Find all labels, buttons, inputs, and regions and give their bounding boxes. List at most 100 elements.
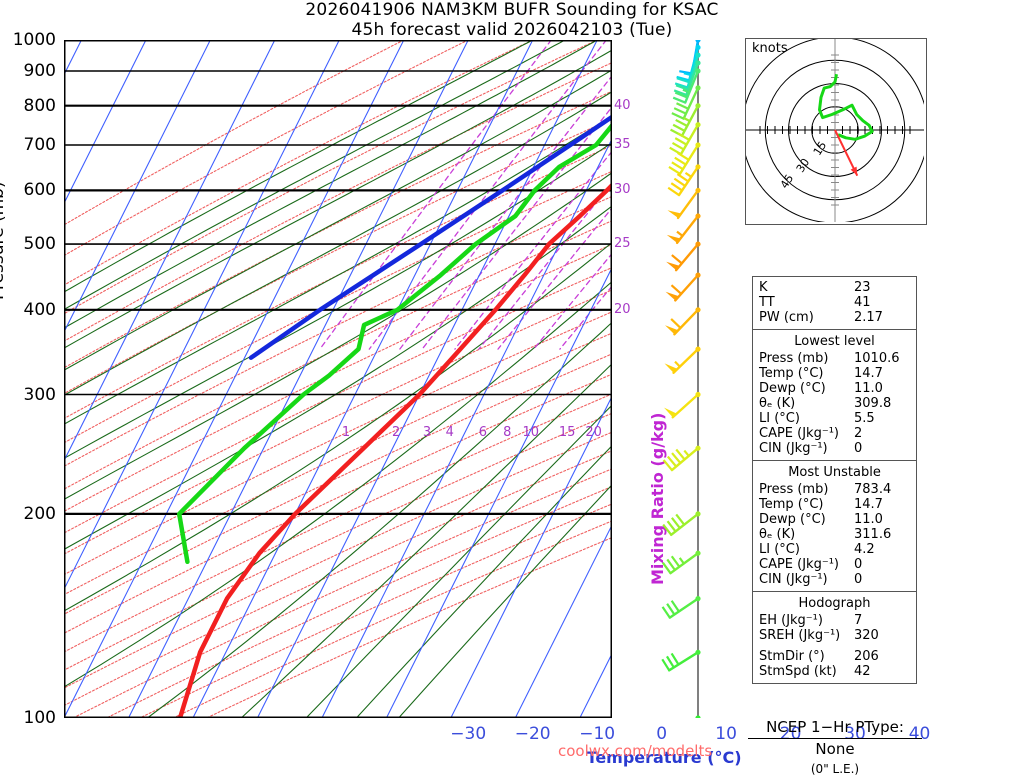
mixing-ratio-label-3: 3 [422, 425, 432, 440]
unstable-value: 783.4 [854, 482, 892, 497]
unstable-value: 311.6 [854, 527, 892, 542]
unstable-row: LI (°C) 4.2 [759, 542, 910, 557]
hodo-row: SREH (Jkg⁻¹) 320 [759, 628, 910, 643]
ptype-value: None [815, 740, 855, 758]
mixing-ratio-label-1: 1 [341, 425, 351, 440]
lowest-value: 2 [854, 426, 863, 441]
unstable-value: 0 [854, 557, 863, 572]
mixing-side-label-40: 40 [614, 97, 631, 113]
lowest-level-title: Lowest level [794, 334, 875, 349]
hodo-value: 320 [854, 628, 879, 643]
index-key: K [759, 280, 768, 295]
pressure-tick-900: 900 [23, 61, 56, 82]
unstable-row: CIN (Jkg⁻¹) 0 [759, 572, 910, 587]
index-row: PW (cm) 2.17 [759, 310, 910, 325]
index-key: PW (cm) [759, 310, 814, 325]
isobar-lines [64, 40, 612, 718]
mixing-ratio-label-8: 8 [503, 425, 512, 440]
skewt-diagram[interactable] [64, 40, 612, 718]
lowest-row: Press (mb) 1010.6 [759, 351, 910, 366]
wind-barb-panel[interactable] [655, 37, 741, 737]
hodograph-units-label: knots [752, 41, 788, 56]
stats-lowest-level-section: Lowest level Press (mb) 1010.6 Temp (°C) 14… [753, 330, 916, 461]
lowest-value: 14.7 [854, 366, 883, 381]
plot-background [64, 40, 612, 718]
unstable-value: 11.0 [854, 512, 883, 527]
lowest-value: 0 [854, 441, 863, 456]
lowest-value: 309.8 [854, 396, 892, 411]
mixing-side-label-30: 30 [614, 182, 631, 198]
hodo-row: EH (Jkg⁻¹) 7 [759, 613, 910, 628]
temp-tick--10: −10 [579, 724, 616, 744]
stats-most-unstable-section: Most Unstable Press (mb) 783.4 Temp (°C) 14… [753, 461, 916, 592]
hodograph-canvas [741, 36, 929, 224]
temperature-trace [177, 182, 612, 718]
skewt-canvas [64, 40, 612, 718]
parcel-trace [248, 114, 612, 360]
unstable-row: Press (mb) 783.4 [759, 482, 910, 497]
unstable-key: CAPE (Jkg⁻¹) [759, 557, 839, 572]
unstable-row: θₑ (K) 311.6 [759, 527, 910, 542]
pressure-tick-500: 500 [23, 234, 56, 255]
mixing-ratio-label-15: 15 [558, 425, 576, 440]
mixing-ratio-label-20: 20 [585, 425, 602, 440]
unstable-value: 4.2 [854, 542, 875, 557]
hodograph-panel[interactable]: knots 15 30 45 [741, 36, 929, 225]
ptype-liquid-equivalent: (0" L.E.) [810, 762, 860, 776]
temp-tick--30: −30 [450, 724, 487, 744]
stats-indices-section: K 23 TT 41 PW (cm) 2.17 [753, 277, 916, 330]
hodo-row: StmDir (°) 206 [759, 649, 910, 664]
wind-barb-canvas [661, 37, 701, 737]
index-row: TT 41 [759, 295, 910, 310]
unstable-value: 0 [854, 572, 863, 587]
temperature-axis-label: Temperature (°C) [586, 748, 742, 767]
dewpoint-trace [176, 122, 612, 565]
lowest-value: 5.5 [854, 411, 875, 426]
temp-tick-40: 40 [908, 724, 931, 744]
temp-tick-20: 20 [779, 724, 802, 744]
dry-adiabat-lines [64, 40, 612, 718]
unstable-key: Temp (°C) [759, 497, 824, 512]
pressure-tick-300: 300 [23, 384, 56, 405]
mixing-side-label-35: 35 [614, 137, 631, 153]
pressure-tick-200: 200 [23, 503, 56, 524]
pressure-tick-600: 600 [23, 180, 56, 201]
hodo-key: StmSpd (kt) [759, 664, 837, 679]
temp-tick-30: 30 [844, 724, 866, 744]
hodograph-stats-title: Hodograph [798, 596, 871, 611]
stats-hodograph-section: Hodograph EH (Jkg⁻¹) 7 SREH (Jkg⁻¹) 320 StmD… [753, 592, 916, 683]
lowest-row: Temp (°C) 14.7 [759, 366, 910, 381]
mixing-ratio-label-10: 10 [522, 425, 540, 440]
hodo-value: 7 [854, 613, 863, 628]
page-title-line1: 2026041906 NAM3KM BUFR Sounding for KSAC [305, 0, 719, 20]
mixing-side-label-20: 20 [614, 301, 631, 317]
pressure-tick-100: 100 [23, 708, 56, 728]
unstable-key: LI (°C) [759, 542, 800, 557]
lowest-row: CIN (Jkg⁻¹) 0 [759, 441, 910, 456]
temp-tick-0: 0 [656, 724, 668, 744]
isotherm-lines [64, 40, 612, 718]
pressure-tick-400: 400 [23, 299, 56, 320]
ptype-divider [748, 738, 922, 739]
hodo-value: 42 [854, 664, 871, 679]
temp-tick--20: −20 [514, 724, 551, 744]
lowest-key: Press (mb) [759, 351, 829, 366]
lowest-key: CAPE (Jkg⁻¹) [759, 426, 839, 441]
hodo-key: StmDir (°) [759, 649, 825, 664]
unstable-key: θₑ (K) [759, 527, 796, 542]
index-key: TT [759, 295, 775, 310]
lowest-row: Dewp (°C) 11.0 [759, 381, 910, 396]
index-value: 2.17 [854, 310, 883, 325]
sounding-stats-panel: K 23 TT 41 PW (cm) 2.17 Lowest level Press (m… [752, 276, 917, 684]
most-unstable-title: Most Unstable [788, 465, 881, 480]
mixing-ratio-label-6: 6 [478, 425, 488, 440]
mixing-ratio-label-4: 4 [445, 425, 454, 440]
unstable-row: CAPE (Jkg⁻¹) 0 [759, 557, 910, 572]
temp-tick-10: 10 [715, 724, 737, 744]
unstable-key: Dewp (°C) [759, 512, 826, 527]
index-value: 41 [854, 295, 871, 310]
lowest-row: θₑ (K) 309.8 [759, 396, 910, 411]
index-row: K 23 [759, 280, 910, 295]
lowest-key: Temp (°C) [759, 366, 824, 381]
hodo-key: SREH (Jkg⁻¹) [759, 628, 841, 643]
